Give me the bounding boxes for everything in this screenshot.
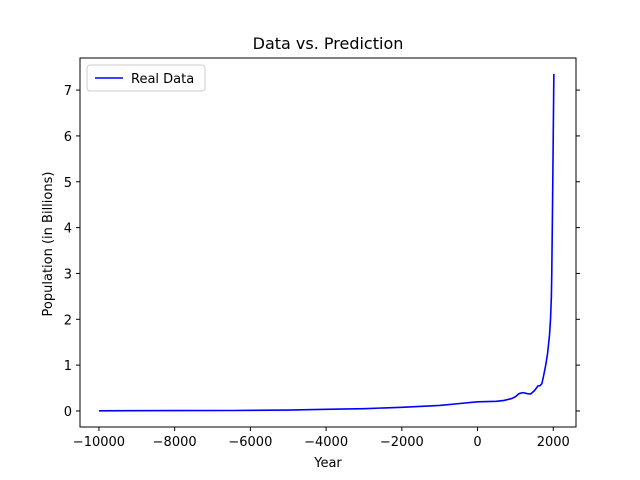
legend-label: Real Data [131, 72, 194, 87]
legend-box [86, 64, 206, 92]
x-axis-label: Year [313, 456, 342, 471]
chart-title: Data vs. Prediction [253, 34, 404, 53]
y-tick-label: 1 [64, 359, 72, 374]
series-line [98, 74, 555, 412]
y-tick-label: 2 [64, 313, 72, 328]
y-tick-label: 3 [64, 267, 72, 282]
plot-frame [79, 57, 577, 428]
x-tick-label: 0 [473, 435, 481, 450]
x-tick-label: −4000 [304, 435, 348, 450]
x-tick-label: −8000 [153, 435, 197, 450]
x-tick-label: −10000 [73, 435, 125, 450]
y-tick-label: 0 [64, 405, 72, 420]
x-tick-label: −6000 [228, 435, 272, 450]
x-tick-label: 2000 [537, 435, 570, 450]
x-tick-label: −2000 [380, 435, 424, 450]
plot-area: −10000 −8000 −6000 −4000 −2000 0 2000 0 1 2 3 4 5 6 7 R… [64, 57, 580, 450]
y-tick-label: 5 [64, 176, 72, 191]
y-tick-label: 6 [64, 130, 72, 145]
y-axis-label: Population (in Billions) [41, 172, 56, 317]
y-tick-label: 4 [64, 222, 72, 237]
y-tick-label: 7 [64, 84, 72, 99]
